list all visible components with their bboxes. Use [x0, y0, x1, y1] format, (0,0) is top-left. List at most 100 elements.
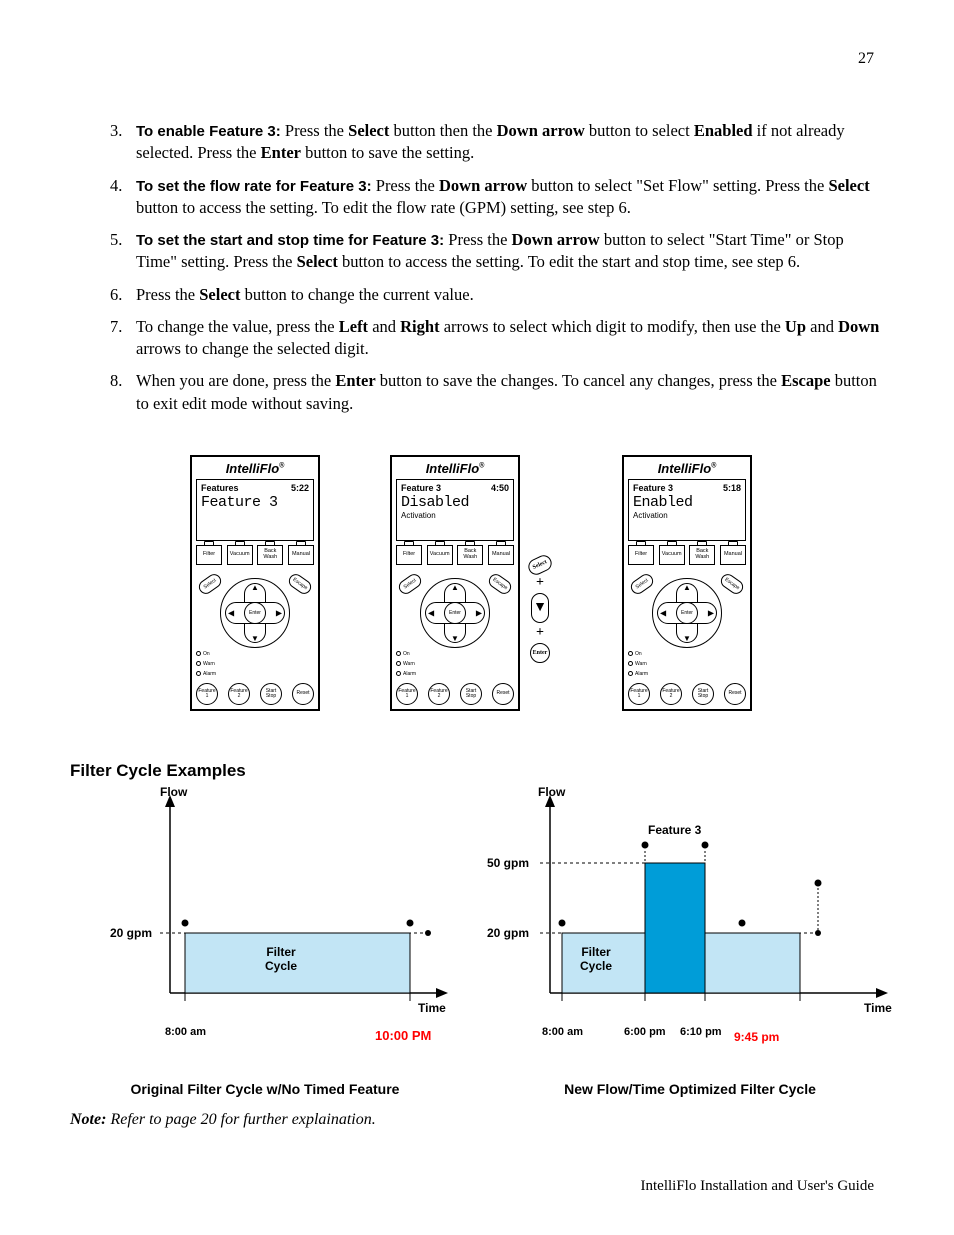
panel-brand: IntelliFlo®	[396, 461, 514, 476]
panel-round-button[interactable]: StartStop	[260, 683, 282, 705]
escape-button[interactable]: Escape	[286, 571, 314, 596]
chart-2-container: Flow Time 50 gpm 20 gpm Feature 3 Filter…	[480, 783, 900, 1097]
chart2-ytick-50: 50 gpm	[487, 856, 529, 870]
control-panel: IntelliFlo® Features5:22 Feature 3 Filte…	[190, 455, 320, 711]
panel-round-button[interactable]: Feature2	[228, 683, 250, 705]
panel-button[interactable]: BackWash	[457, 545, 483, 565]
chart1-barlabel: FilterCycle	[265, 945, 297, 973]
chart2-x1: 6:00 pm	[624, 1026, 666, 1038]
chart-2-svg	[480, 783, 900, 1043]
right-arrow[interactable]: ▶	[276, 608, 282, 617]
panel-lcd: Feature 34:50 Disabled Activation	[396, 479, 514, 541]
panel-round-button[interactable]: StartStop	[460, 683, 482, 705]
panel-button[interactable]: Vacuum	[227, 545, 253, 565]
panel-round-button[interactable]: Feature2	[660, 683, 682, 705]
enter-button[interactable]: Enter	[676, 602, 698, 624]
panel-round-button[interactable]: StartStop	[692, 683, 714, 705]
list-item: 4.To set the flow rate for Feature 3: Pr…	[110, 175, 884, 220]
chart2-x3: 9:45 pm	[734, 1030, 779, 1044]
panel-button-row: FilterVacuumBackWashManual	[196, 545, 314, 565]
down-arrow[interactable]: ▼	[251, 634, 259, 643]
instruction-list: 3.To enable Feature 3: Press the Select …	[110, 120, 884, 415]
left-arrow[interactable]: ◀	[228, 608, 234, 617]
panel-button[interactable]: BackWash	[689, 545, 715, 565]
panel-wrap: IntelliFlo® Feature 35:18 Enabled Activa…	[622, 455, 752, 711]
chart1-xstart: 8:00 am	[165, 1026, 206, 1038]
chart-1-svg	[70, 783, 460, 1043]
chart2-ylabel: Flow	[538, 785, 565, 799]
left-arrow[interactable]: ◀	[428, 608, 434, 617]
escape-button[interactable]: Escape	[486, 571, 514, 596]
panel-button[interactable]: BackWash	[257, 545, 283, 565]
panel-round-button[interactable]: Reset	[724, 683, 746, 705]
note-prefix: Note:	[70, 1111, 106, 1128]
chart1-ytick: 20 gpm	[110, 926, 152, 940]
panel-round-button[interactable]: Feature2	[428, 683, 450, 705]
chart2-x0: 8:00 am	[542, 1026, 583, 1038]
panel-button[interactable]: Manual	[488, 545, 514, 565]
panel-round-button[interactable]: Feature1	[628, 683, 650, 705]
chart2-x2: 6:10 pm	[680, 1026, 722, 1038]
panel-round-button[interactable]: Feature1	[196, 683, 218, 705]
panel-button-row: FilterVacuumBackWashManual	[396, 545, 514, 565]
note: Note: Refer to page 20 for further expla…	[70, 1111, 884, 1129]
page-number: 27	[858, 50, 874, 68]
panel-dpad: Enter ▲ ▼ ◀ ▶ Select Escape	[628, 573, 746, 653]
down-arrow[interactable]: ▼	[451, 634, 459, 643]
down-arrow[interactable]: ▼	[683, 634, 691, 643]
up-arrow[interactable]: ▲	[251, 583, 259, 592]
chart1-caption: Original Filter Cycle w/No Timed Feature	[70, 1081, 460, 1097]
panel-button[interactable]: Filter	[396, 545, 422, 565]
panel-button-row: FilterVacuumBackWashManual	[628, 545, 746, 565]
enter-button[interactable]: Enter	[444, 602, 466, 624]
panel-button[interactable]: Vacuum	[659, 545, 685, 565]
up-arrow[interactable]: ▲	[451, 583, 459, 592]
panel-button[interactable]: Vacuum	[427, 545, 453, 565]
chart-1: Flow Time 20 gpm FilterCycle 8:00 am 10:…	[70, 783, 460, 1063]
chart2-xlabel: Time	[864, 1001, 892, 1015]
panel-button[interactable]: Filter	[196, 545, 222, 565]
control-panels-row: IntelliFlo® Features5:22 Feature 3 Filte…	[190, 455, 884, 711]
select-button[interactable]: Select	[628, 571, 656, 596]
charts-row: Flow Time 20 gpm FilterCycle 8:00 am 10:…	[70, 783, 884, 1097]
panel-dpad: Enter ▲ ▼ ◀ ▶ Select Escape	[396, 573, 514, 653]
panel-wrap: IntelliFlo® Feature 34:50 Disabled Activ…	[390, 455, 552, 711]
enter-button[interactable]: Enter	[244, 602, 266, 624]
left-arrow[interactable]: ◀	[660, 608, 666, 617]
chart-1-container: Flow Time 20 gpm FilterCycle 8:00 am 10:…	[70, 783, 460, 1097]
panel-round-button[interactable]: Reset	[492, 683, 514, 705]
chart2-caption: New Flow/Time Optimized Filter Cycle	[480, 1081, 900, 1097]
up-arrow[interactable]: ▲	[683, 583, 691, 592]
list-item: 5.To set the start and stop time for Fea…	[110, 229, 884, 274]
escape-button[interactable]: Escape	[718, 571, 746, 596]
panel-brand: IntelliFlo®	[628, 461, 746, 476]
panel-circle-row: Feature1 Feature2 StartStop Reset	[628, 683, 746, 705]
panel-round-button[interactable]: Reset	[292, 683, 314, 705]
panel-button[interactable]: Manual	[288, 545, 314, 565]
section-title: Filter Cycle Examples	[70, 761, 884, 781]
panel-lcd: Features5:22 Feature 3	[196, 479, 314, 541]
panel-dpad: Enter ▲ ▼ ◀ ▶ Select Escape	[196, 573, 314, 653]
select-button[interactable]: Select	[396, 571, 424, 596]
plus-sequence: Select + ▼ + Enter	[528, 455, 552, 665]
right-arrow[interactable]: ▶	[476, 608, 482, 617]
select-button[interactable]: Select	[196, 571, 224, 596]
list-item: 8.When you are done, press the Enter but…	[110, 370, 884, 415]
list-item: 7.To change the value, press the Left an…	[110, 316, 884, 361]
panel-wrap: IntelliFlo® Features5:22 Feature 3 Filte…	[190, 455, 320, 711]
panel-round-button[interactable]: Feature1	[396, 683, 418, 705]
chart1-xlabel: Time	[418, 1001, 446, 1015]
chart1-ylabel: Flow	[160, 785, 187, 799]
panel-button[interactable]: Filter	[628, 545, 654, 565]
chart2-feature-label: Feature 3	[648, 823, 701, 837]
right-arrow[interactable]: ▶	[708, 608, 714, 617]
panel-brand: IntelliFlo®	[196, 461, 314, 476]
chart2-ytick-20: 20 gpm	[487, 926, 529, 940]
chart2-barlabel: FilterCycle	[580, 945, 612, 973]
note-body: Refer to page 20 for further explainatio…	[106, 1111, 375, 1128]
chart-2: Flow Time 50 gpm 20 gpm Feature 3 Filter…	[480, 783, 900, 1063]
chart1-xend: 10:00 PM	[375, 1028, 431, 1043]
panel-button[interactable]: Manual	[720, 545, 746, 565]
panel-circle-row: Feature1 Feature2 StartStop Reset	[196, 683, 314, 705]
panel-circle-row: Feature1 Feature2 StartStop Reset	[396, 683, 514, 705]
